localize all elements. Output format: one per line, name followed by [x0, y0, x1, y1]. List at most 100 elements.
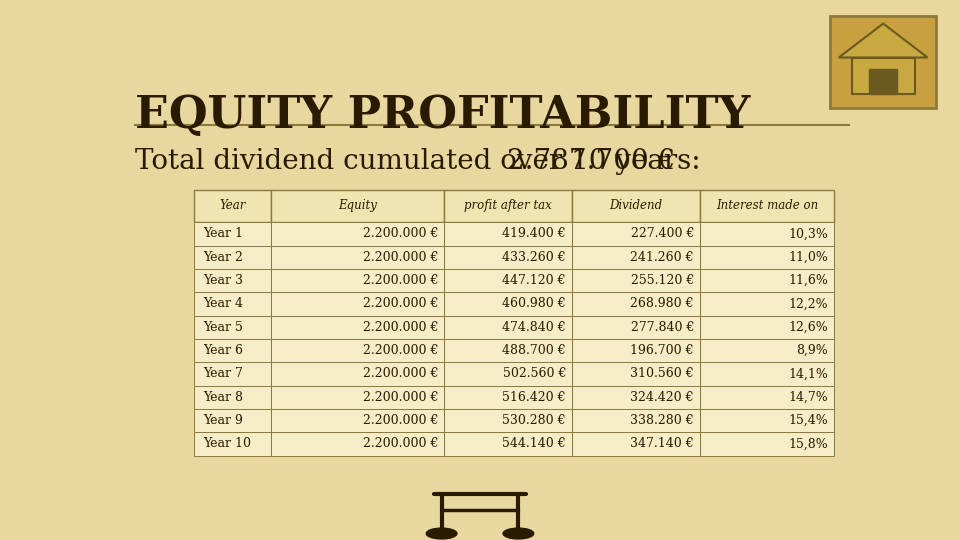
Text: 2.200.000 €: 2.200.000 €	[363, 251, 438, 264]
Bar	[194, 269, 271, 292]
Text: 15,4%: 15,4%	[788, 414, 828, 427]
Text: Year 4: Year 4	[204, 298, 243, 310]
Text: Year 10: Year 10	[204, 437, 252, 450]
Text: Year 5: Year 5	[204, 321, 243, 334]
Circle shape	[503, 528, 534, 539]
Bar	[271, 409, 444, 433]
Text: 338.280 €: 338.280 €	[631, 414, 694, 427]
Text: Year 1: Year 1	[204, 227, 243, 240]
Text: 347.140 €: 347.140 €	[631, 437, 694, 450]
Text: 11,0%: 11,0%	[788, 251, 828, 264]
Text: 2.200.000 €: 2.200.000 €	[363, 321, 438, 334]
Text: 2.200.000 €: 2.200.000 €	[363, 344, 438, 357]
Polygon shape	[839, 24, 927, 57]
Bar	[572, 339, 700, 362]
Text: 419.400 €: 419.400 €	[502, 227, 566, 240]
Text: 433.260 €: 433.260 €	[502, 251, 566, 264]
Bar	[444, 292, 572, 315]
Bar	[572, 222, 700, 246]
Text: 324.420 €: 324.420 €	[631, 391, 694, 404]
Bar	[271, 190, 444, 222]
Text: 255.120 €: 255.120 €	[631, 274, 694, 287]
Bar	[271, 433, 444, 456]
Bar	[572, 409, 700, 433]
Text: 2.200.000 €: 2.200.000 €	[363, 414, 438, 427]
Text: 310.560 €: 310.560 €	[631, 367, 694, 381]
Bar	[444, 409, 572, 433]
Text: Total dividend cumulated over 10 years:: Total dividend cumulated over 10 years:	[134, 148, 701, 175]
Text: Year 9: Year 9	[204, 414, 243, 427]
Bar	[572, 433, 700, 456]
Bar	[572, 190, 700, 222]
Bar	[572, 362, 700, 386]
Bar	[194, 190, 271, 222]
Bar	[700, 222, 834, 246]
Bar	[700, 190, 834, 222]
Text: 2.200.000 €: 2.200.000 €	[363, 274, 438, 287]
Bar	[444, 222, 572, 246]
Bar	[700, 362, 834, 386]
Bar	[194, 315, 271, 339]
Bar	[700, 246, 834, 269]
Text: Year 6: Year 6	[204, 344, 243, 357]
Text: 474.840 €: 474.840 €	[502, 321, 566, 334]
Bar	[700, 433, 834, 456]
Bar	[271, 246, 444, 269]
Bar	[444, 433, 572, 456]
Bar	[271, 315, 444, 339]
Polygon shape	[852, 57, 915, 94]
Text: 14,1%: 14,1%	[788, 367, 828, 381]
Text: 196.700 €: 196.700 €	[631, 344, 694, 357]
Text: 15,8%: 15,8%	[788, 437, 828, 450]
Text: Interest made on: Interest made on	[716, 199, 818, 212]
Text: EQUITY PROFITABILITY: EQUITY PROFITABILITY	[134, 94, 751, 137]
Bar	[194, 292, 271, 315]
Bar	[444, 315, 572, 339]
Text: Dividend: Dividend	[610, 199, 662, 212]
Text: 11,6%: 11,6%	[788, 274, 828, 287]
Text: 227.400 €: 227.400 €	[631, 227, 694, 240]
Bar	[700, 386, 834, 409]
Text: 2.200.000 €: 2.200.000 €	[363, 391, 438, 404]
Bar	[194, 409, 271, 433]
Polygon shape	[870, 70, 897, 94]
Text: 12,6%: 12,6%	[788, 321, 828, 334]
Text: Year 3: Year 3	[204, 274, 243, 287]
Text: 2.200.000 €: 2.200.000 €	[363, 367, 438, 381]
Text: 516.420 €: 516.420 €	[502, 391, 566, 404]
Bar	[572, 386, 700, 409]
Text: 2.200.000 €: 2.200.000 €	[363, 227, 438, 240]
Text: 10,3%: 10,3%	[788, 227, 828, 240]
Bar	[444, 269, 572, 292]
Bar	[700, 409, 834, 433]
Text: 268.980 €: 268.980 €	[631, 298, 694, 310]
Bar	[444, 190, 572, 222]
Text: 460.980 €: 460.980 €	[502, 298, 566, 310]
Text: 8,9%: 8,9%	[797, 344, 828, 357]
Bar	[271, 269, 444, 292]
Bar	[700, 315, 834, 339]
Text: 241.260 €: 241.260 €	[631, 251, 694, 264]
Text: 544.140 €: 544.140 €	[502, 437, 566, 450]
Text: 488.700 €: 488.700 €	[502, 344, 566, 357]
FancyBboxPatch shape	[830, 16, 936, 108]
Bar	[444, 339, 572, 362]
Bar	[572, 315, 700, 339]
Bar	[194, 433, 271, 456]
Bar	[271, 386, 444, 409]
Text: Year: Year	[220, 199, 246, 212]
Text: 530.280 €: 530.280 €	[502, 414, 566, 427]
Bar	[444, 246, 572, 269]
Bar	[271, 292, 444, 315]
Text: 2.787.700 €: 2.787.700 €	[507, 148, 675, 175]
Circle shape	[426, 528, 457, 539]
Text: Year 7: Year 7	[204, 367, 243, 381]
Text: 2.200.000 €: 2.200.000 €	[363, 437, 438, 450]
Text: Equity: Equity	[338, 199, 377, 212]
Text: 12,2%: 12,2%	[789, 298, 828, 310]
Bar	[572, 269, 700, 292]
Bar	[700, 339, 834, 362]
Bar	[194, 362, 271, 386]
Bar	[271, 339, 444, 362]
Bar	[572, 292, 700, 315]
